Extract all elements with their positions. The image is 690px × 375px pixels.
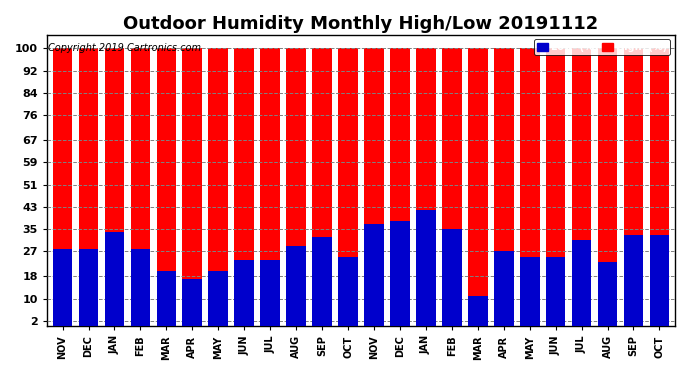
Bar <box>157 48 176 326</box>
Bar <box>286 246 306 326</box>
Bar <box>208 271 228 326</box>
Bar <box>520 257 540 326</box>
Bar <box>442 229 462 326</box>
Bar <box>572 240 591 326</box>
Bar <box>390 221 410 326</box>
Bar <box>286 48 306 326</box>
Bar <box>364 48 384 326</box>
Bar <box>208 48 228 326</box>
Bar <box>416 210 436 326</box>
Bar <box>79 48 99 326</box>
Bar <box>598 262 618 326</box>
Bar <box>105 48 124 326</box>
Bar <box>624 235 643 326</box>
Bar <box>313 237 332 326</box>
Bar <box>52 48 72 326</box>
Bar <box>182 48 202 326</box>
Bar <box>546 48 566 326</box>
Bar <box>235 48 254 326</box>
Bar <box>442 48 462 326</box>
Bar <box>416 48 436 326</box>
Bar <box>105 232 124 326</box>
Bar <box>260 260 280 326</box>
Bar <box>572 48 591 326</box>
Bar <box>468 48 488 326</box>
Bar <box>494 251 513 326</box>
Legend: Low  (%), High  (%): Low (%), High (%) <box>534 39 670 55</box>
Bar <box>260 48 280 326</box>
Bar <box>130 249 150 326</box>
Bar <box>649 48 669 326</box>
Bar <box>338 257 358 326</box>
Bar <box>390 48 410 326</box>
Bar <box>649 235 669 326</box>
Bar <box>52 249 72 326</box>
Bar <box>520 48 540 326</box>
Bar <box>235 260 254 326</box>
Bar <box>338 48 358 326</box>
Bar <box>546 257 566 326</box>
Bar <box>468 296 488 326</box>
Text: Copyright 2019 Cartronics.com: Copyright 2019 Cartronics.com <box>48 43 201 53</box>
Bar <box>130 48 150 326</box>
Bar <box>157 271 176 326</box>
Bar <box>624 48 643 326</box>
Bar <box>182 279 202 326</box>
Bar <box>364 224 384 326</box>
Bar <box>494 48 513 326</box>
Bar <box>79 249 99 326</box>
Bar <box>598 48 618 326</box>
Bar <box>313 48 332 326</box>
Title: Outdoor Humidity Monthly High/Low 20191112: Outdoor Humidity Monthly High/Low 201911… <box>124 15 599 33</box>
